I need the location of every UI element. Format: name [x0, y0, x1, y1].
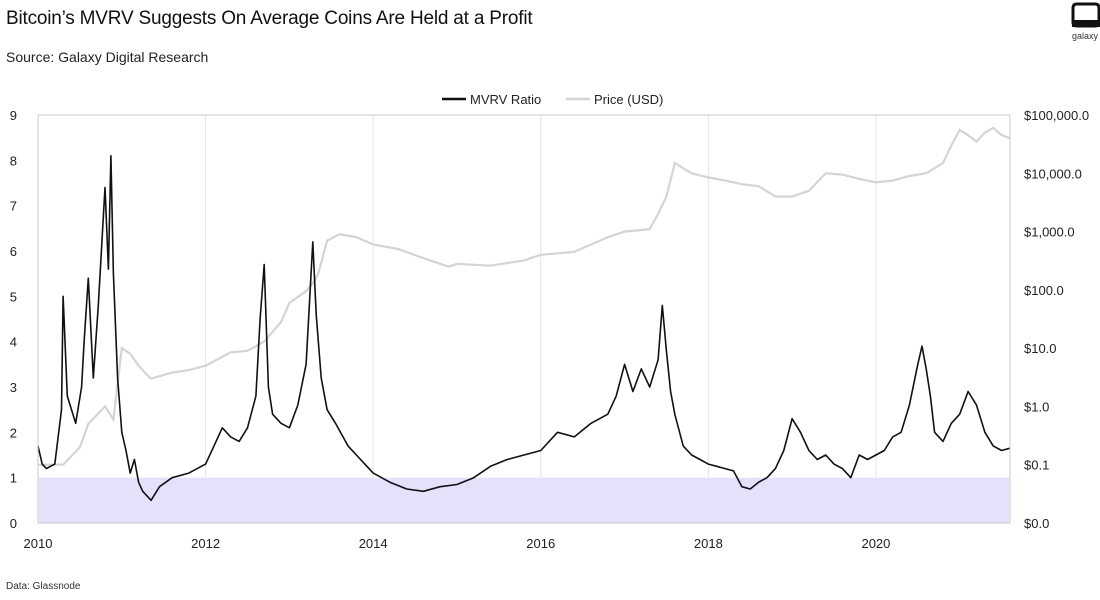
galaxy-logo-icon: [1071, 2, 1100, 28]
logo-wordmark: galaxy: [1072, 31, 1099, 41]
legend: MVRV Ratio Price (USD): [442, 92, 663, 107]
y2-tick-label: $10.0: [1024, 341, 1057, 356]
mvrv-below-one-band: [39, 477, 1009, 523]
y2-tick-label: $1.0: [1024, 399, 1049, 414]
plot-frame: [37, 114, 1011, 524]
y-tick-label: 3: [10, 380, 17, 395]
y2-tick-label: $0.0: [1024, 516, 1049, 531]
galaxy-logo: [1066, 0, 1100, 46]
y-tick-label: 6: [10, 244, 17, 259]
x-tick-label: 2014: [359, 536, 388, 551]
chart-title: Bitcoin’s MVRV Suggests On Average Coins…: [6, 8, 533, 29]
grid-layer: [37, 115, 877, 523]
mvrv-series-line: [37, 155, 1011, 502]
legend-label-mvrv: MVRV Ratio: [470, 92, 541, 107]
y2-tick-label: $100,000.0: [1024, 108, 1089, 123]
y-tick-label: 4: [10, 335, 17, 350]
x-tick-label: 2010: [24, 536, 53, 551]
y2-tick-label: $10,000.0: [1024, 166, 1082, 181]
y-tick-label: 5: [10, 289, 17, 304]
y2-tick-label: $0.1: [1024, 458, 1049, 473]
price-series-line: [38, 126, 1011, 466]
y2-tick-label: $100.0: [1024, 283, 1064, 298]
x-tick-label: 2016: [526, 536, 555, 551]
x-tick-label: 2012: [191, 536, 220, 551]
chart-subtitle: Source: Galaxy Digital Research: [6, 49, 209, 65]
axis-labels: 0 1 2 3 4 5 6 7 8 9 $0.0 $0.1 $1.0 $10.0 $100.0 $1,000.…: [10, 108, 1089, 551]
legend-label-price: Price (USD): [594, 92, 663, 107]
x-tick-label: 2018: [694, 536, 723, 551]
y-tick-label: 1: [10, 471, 17, 486]
y-tick-label: 2: [10, 425, 17, 440]
y-tick-label: 7: [10, 199, 17, 214]
y-tick-label: 9: [10, 108, 17, 123]
y-tick-label: 0: [10, 516, 17, 531]
data-source-note: Data: Glassnode: [6, 581, 81, 592]
y-tick-label: 8: [10, 153, 17, 168]
y2-tick-label: $1,000.0: [1024, 225, 1075, 240]
x-tick-label: 2020: [861, 536, 890, 551]
